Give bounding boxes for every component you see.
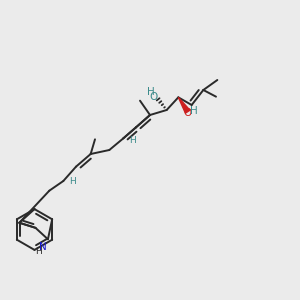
Text: H: H (147, 87, 154, 97)
Text: O: O (183, 108, 191, 118)
Text: N: N (39, 242, 46, 252)
Text: H: H (129, 136, 136, 145)
Text: H: H (35, 248, 41, 256)
Polygon shape (178, 97, 190, 113)
Text: H: H (190, 106, 198, 116)
Text: H: H (69, 177, 76, 186)
Text: O: O (150, 92, 158, 102)
